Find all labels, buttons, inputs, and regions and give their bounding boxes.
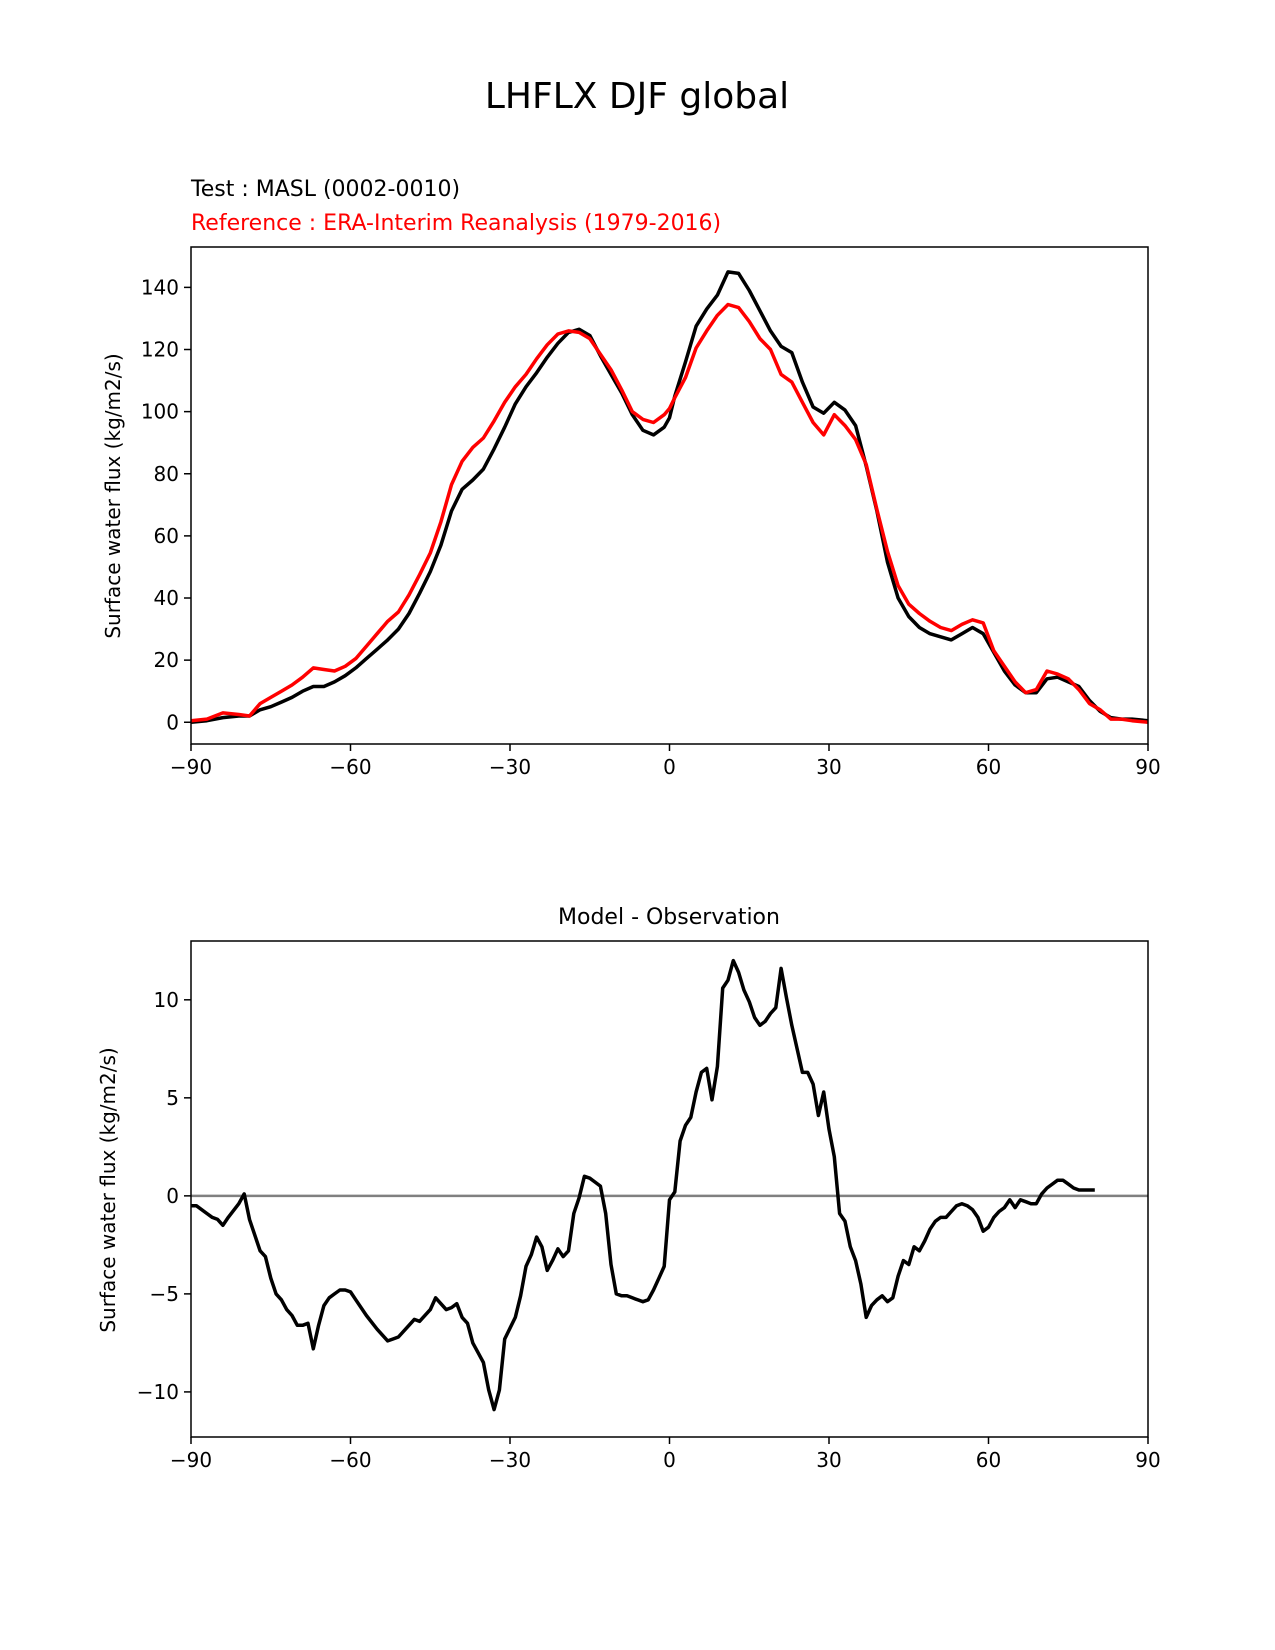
x-tick-label: −90 xyxy=(170,755,212,779)
bottom-panel: Model - Observation Surface water flux (… xyxy=(96,905,1161,1472)
top-plot-area: −90 −60 −30 0 30 60 90 0 20 40 60 80 100 120 140 xyxy=(141,246,1161,779)
series-line-1-0 xyxy=(191,958,1095,1412)
y-tick-label: 0 xyxy=(166,710,179,734)
y-tick-label: 10 xyxy=(154,988,179,1012)
y-tick-label: −10 xyxy=(137,1380,179,1404)
y-tick-label: 140 xyxy=(141,275,179,299)
top-ylabel: Surface water flux (kg/m2/s) xyxy=(101,353,125,638)
x-tick-label: 0 xyxy=(663,755,676,779)
reference-label: Reference : ERA-Interim Reanalysis (1979… xyxy=(191,211,721,236)
x-tick-label: 60 xyxy=(976,1448,1001,1472)
x-tick-label: 90 xyxy=(1135,1448,1160,1472)
x-tick-label: −60 xyxy=(329,1448,371,1472)
y-tick-label: 0 xyxy=(166,1184,179,1208)
x-tick-label: −60 xyxy=(329,755,371,779)
bottom-plot-area: −90 −60 −30 0 30 60 90 −10 −5 0 5 10 xyxy=(137,940,1161,1472)
x-tick-label: 30 xyxy=(816,755,841,779)
bottom-title: Model - Observation xyxy=(558,905,780,930)
x-tick-label: 30 xyxy=(816,1448,841,1472)
y-tick-label: 5 xyxy=(166,1086,179,1110)
x-tick-label: −30 xyxy=(489,755,531,779)
y-tick-label: 40 xyxy=(154,586,179,610)
x-tick-label: 60 xyxy=(976,755,1001,779)
test-label: Test : MASL (0002-0010) xyxy=(190,177,460,202)
y-tick-label: 120 xyxy=(141,338,179,362)
x-tick-label: 90 xyxy=(1135,755,1160,779)
y-tick-label: 20 xyxy=(154,648,179,672)
series-line-0-1 xyxy=(190,302,1149,725)
x-tick-label: −30 xyxy=(489,1448,531,1472)
top-panel: Test : MASL (0002-0010) Reference : ERA-… xyxy=(101,177,1161,779)
figure-suptitle: LHFLX DJF global xyxy=(485,76,789,117)
x-tick-label: 0 xyxy=(663,1448,676,1472)
axes-frame xyxy=(190,940,1149,1438)
y-tick-label: 80 xyxy=(154,462,179,486)
bottom-ylabel: Surface water flux (kg/m2/s) xyxy=(96,1047,120,1332)
y-tick-label: −5 xyxy=(150,1282,179,1306)
x-tick-label: −90 xyxy=(170,1448,212,1472)
series-line-0-0 xyxy=(190,270,1149,725)
y-tick-label: 60 xyxy=(154,524,179,548)
y-tick-label: 100 xyxy=(141,400,179,424)
